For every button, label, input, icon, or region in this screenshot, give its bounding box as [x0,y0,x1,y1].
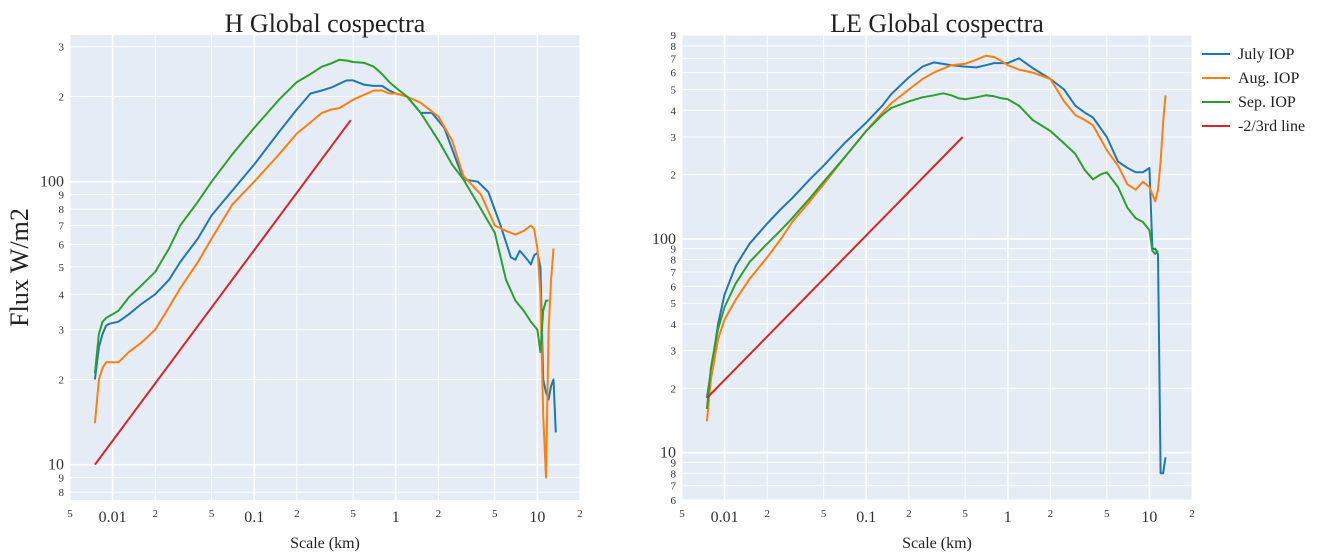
series-line-sep-iop [705,92,1159,410]
x-tick-label: 5 [492,508,498,520]
x-tick-label: 0.1 [244,509,264,526]
y-tick-label: 6 [671,68,677,80]
x-tick-label: 5 [679,508,685,520]
y-tick-label: 8 [59,204,65,216]
x-tick-label: 5 [821,508,827,520]
series-line--2-3rd-line [706,136,964,399]
x-tick-label: 5 [209,508,215,520]
y-tick-label: 4 [671,105,677,117]
x-tick-label: 2 [294,508,300,520]
y-tick-label: 10 [48,457,64,474]
y-tick-label: 3 [59,325,65,337]
y-tick-label: 2 [59,374,65,386]
y-tick-label: 9 [671,244,677,256]
y-tick-label: 8 [671,41,677,53]
chart-title: LE Global cospectra [830,9,1044,38]
y-tick-label: 8 [671,468,677,480]
y-tick-label: 3 [59,42,65,54]
series-line-aug-iop [705,54,1167,422]
y-tick-label: 9 [671,30,677,42]
x-tick-label: 1 [392,509,400,526]
chart-panel-2: 5 0.01 2 5 0.1 2 5 1 2 5 10 26789102345678910023456… [652,9,1195,552]
y-tick-label: 5 [671,298,677,310]
y-tick-label: 2 [671,383,677,395]
y-tick-label: 6 [671,281,677,293]
x-axis-label: Scale (km) [902,535,972,552]
series-line-sep-iop [93,58,549,374]
y-tick-label: 4 [59,289,65,301]
y-tick-label: 6 [59,239,65,251]
x-tick-label: 2 [436,508,442,520]
x-tick-label: 2 [764,508,770,520]
y-tick-label: 7 [671,267,677,279]
x-tick-label: 2 [1048,508,1054,520]
x-tick-label: 2 [577,508,583,520]
legend-label: Aug. IOP [1238,70,1299,87]
series-line-july-iop [705,57,1167,475]
x-tick-label: 2 [1189,508,1195,520]
x-tick-label: 10 [529,509,545,526]
y-axis-label: Flux W/m2 [5,208,34,327]
x-tick-label: 0.01 [99,509,127,526]
x-tick-label: 1 [1004,509,1012,526]
y-tick-label: 2 [59,92,65,104]
y-tick-label: 8 [671,255,677,267]
y-tick-label: 9 [59,190,65,202]
y-tick-label: 100 [652,231,676,248]
y-tick-label: 3 [671,132,677,144]
y-tick-label: 9 [671,457,677,469]
y-tick-label: 7 [671,53,677,65]
y-tick-label: 9 [59,473,65,485]
x-tick-label: 10 [1141,509,1157,526]
y-tick-label: 10 [660,445,676,462]
x-tick-label: 5 [67,508,73,520]
y-tick-label: 8 [59,487,65,499]
legend-label: July IOP [1238,46,1295,63]
x-axis-label: Scale (km) [290,535,360,552]
x-tick-label: 2 [152,508,158,520]
y-tick-label: 7 [59,221,65,233]
x-tick-label: 2 [906,508,912,520]
y-tick-label: 7 [671,481,677,493]
y-tick-label: 100 [40,174,64,191]
legend-label: Sep. IOP [1238,94,1296,111]
y-tick-label: 5 [59,262,65,274]
x-tick-label: 0.01 [711,509,739,526]
x-tick-label: 5 [1104,508,1110,520]
x-tick-label: 5 [350,508,356,520]
series-line-july-iop [93,79,557,433]
y-tick-label: 3 [671,346,677,358]
y-tick-label: 4 [671,319,677,331]
chart-title: H Global cospectra [225,9,426,38]
y-tick-label: 5 [671,85,677,97]
legend-label: -2/3rd line [1238,118,1305,135]
x-tick-label: 5 [962,508,968,520]
y-tick-label: 6 [671,495,677,507]
x-tick-label: 0.1 [856,509,876,526]
legend: July IOP Aug. IOP Sep. IOP -2/3rd line [1202,46,1305,135]
y-tick-label: 2 [671,170,677,182]
series-line-aug-iop [93,89,555,479]
series-line--2-3rd-line [94,119,352,466]
